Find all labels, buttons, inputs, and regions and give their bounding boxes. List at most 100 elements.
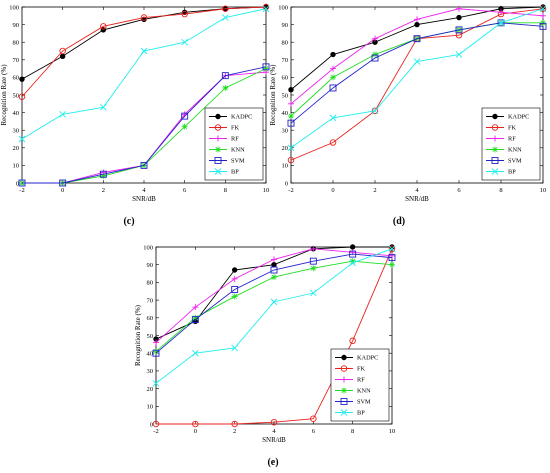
legend: KADPC FK RF KNN SVM BP — [481, 107, 541, 181]
data-point — [231, 267, 238, 273]
legend-label: BP — [357, 410, 365, 417]
x-tick-label: 10 — [263, 187, 270, 194]
data-point — [329, 84, 337, 92]
data-point — [59, 53, 66, 59]
y-tick-label: 30 — [282, 128, 289, 135]
data-point — [330, 74, 336, 81]
legend-marker — [340, 398, 348, 405]
x-tick-label: 6 — [457, 187, 461, 194]
legend-marker — [491, 168, 499, 175]
chart-panel-c: -2 0 2 4 6 8 100102030405060708090100SNR/dBRec… — [0, 3, 270, 227]
legend-marker — [341, 376, 347, 383]
data-point — [100, 104, 107, 111]
legend-label: KNN — [357, 388, 371, 395]
data-point — [19, 76, 25, 82]
legend-label: RF — [508, 136, 516, 143]
y-tick-label: 80 — [282, 40, 289, 47]
data-point — [192, 349, 199, 357]
x-axis-label: SNR/dB — [405, 195, 429, 203]
y-tick-label: 80 — [147, 280, 154, 287]
data-point — [330, 51, 336, 58]
data-point — [388, 245, 396, 253]
data-point — [181, 38, 188, 46]
y-tick-label: 10 — [282, 163, 289, 170]
legend-marker — [492, 135, 498, 142]
data-point — [456, 14, 462, 21]
legend-marker — [491, 157, 499, 164]
y-tick-label: 40 — [13, 110, 20, 117]
data-point — [413, 58, 421, 65]
x-tick-label: -2 — [153, 428, 158, 435]
legend-marker — [215, 146, 221, 153]
data-point — [140, 14, 148, 21]
series-fk — [18, 3, 270, 101]
x-tick-label: 10 — [389, 428, 396, 435]
y-axis-label: Recognition Rate (%) — [134, 304, 142, 366]
legend-label: SVM — [508, 158, 522, 165]
series-svm — [152, 250, 396, 357]
panel-caption: (c) — [123, 216, 134, 227]
data-point — [309, 257, 317, 265]
data-point — [288, 100, 294, 107]
legend-label: FK — [357, 366, 366, 373]
x-tick-label: 6 — [312, 428, 316, 435]
data-point — [329, 139, 337, 146]
data-point — [152, 379, 160, 387]
x-tick-label: 8 — [351, 428, 354, 435]
data-point — [59, 111, 66, 118]
y-tick-label: 40 — [282, 110, 289, 117]
legend-marker — [215, 135, 221, 142]
data-point — [540, 12, 546, 19]
data-point — [330, 65, 336, 72]
legend-marker — [340, 365, 348, 372]
y-axis-label: Recognition Rate (%) — [0, 64, 8, 126]
legend: KADPC FK RF KNN SVM BP — [204, 107, 264, 181]
legend: KADPC FK RF KNN SVM BP — [330, 348, 390, 422]
data-point — [287, 144, 295, 152]
legend-label: BP — [508, 169, 516, 176]
x-tick-label: 0 — [194, 428, 197, 435]
data-point — [349, 259, 356, 267]
y-tick-label: 50 — [147, 333, 154, 340]
data-point — [372, 35, 378, 42]
y-tick-label: 20 — [147, 386, 154, 393]
legend-label: SVM — [357, 399, 371, 406]
data-point — [152, 349, 160, 357]
series-bp — [18, 5, 270, 143]
y-axis-label: Recognition Rate (%) — [269, 64, 277, 126]
legend-label: KNN — [231, 147, 245, 154]
series-knn — [153, 258, 395, 355]
legend-label: BP — [231, 169, 239, 176]
data-point — [498, 9, 504, 16]
y-tick-label: 0 — [16, 180, 19, 187]
y-tick-label: 0 — [285, 180, 288, 187]
data-point — [100, 172, 107, 179]
legend-marker — [214, 168, 222, 175]
data-point — [181, 112, 189, 120]
x-tick-label: 8 — [224, 187, 227, 194]
data-point — [18, 179, 26, 187]
data-point — [140, 47, 148, 55]
data-point — [371, 54, 379, 62]
y-tick-label: 30 — [147, 368, 154, 375]
data-point — [371, 107, 379, 115]
data-point — [388, 254, 396, 262]
data-point — [192, 420, 199, 428]
y-tick-label: 60 — [282, 75, 289, 82]
legend-label: KADPC — [231, 114, 252, 121]
data-point — [455, 51, 463, 58]
data-point — [181, 10, 188, 18]
chart-panel-d: -2 0 2 4 6 8 100102030405060708090100SNR/dBRec… — [269, 4, 547, 227]
legend-box — [330, 348, 390, 422]
legend-box — [481, 107, 541, 181]
data-point — [192, 304, 199, 311]
data-point — [231, 286, 239, 293]
panel-caption: (e) — [267, 457, 278, 468]
x-tick-label: 2 — [373, 187, 376, 194]
data-point — [539, 5, 547, 13]
x-tick-label: 0 — [331, 187, 334, 194]
data-point — [222, 5, 229, 13]
data-point — [100, 23, 107, 30]
legend-marker — [491, 124, 499, 131]
